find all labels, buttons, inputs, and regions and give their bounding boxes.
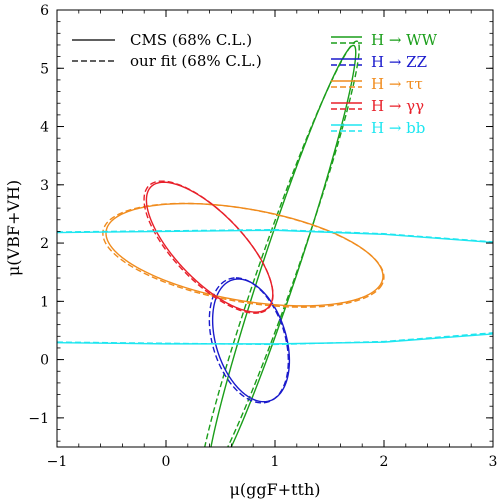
legend-label-h-zz: H → ZZ — [371, 53, 427, 71]
legend-label-h-ww: H → WW — [371, 31, 438, 49]
curve-h-cms — [105, 202, 384, 307]
x-axis-label: μ(ggF+tth) — [229, 480, 320, 499]
curve-h-zz-fit — [208, 277, 290, 404]
legend-label-h: H → ττ — [371, 75, 423, 93]
y-tick-label: 4 — [40, 120, 49, 136]
y-tick-label: 3 — [40, 178, 49, 194]
x-tick-label: 1 — [271, 454, 280, 470]
curve-h-bb-fit-lower — [57, 332, 493, 346]
x-tick-label: 0 — [162, 454, 171, 470]
y-tick-label: 6 — [40, 3, 49, 19]
legend-label-solid: CMS (68% C.L.) — [130, 31, 252, 49]
y-tick-label: −1 — [28, 411, 49, 427]
x-tick-label: −1 — [47, 454, 68, 470]
x-tick-label: 3 — [489, 454, 498, 470]
y-tick-label: 0 — [40, 353, 49, 369]
curve-h-ww-cms — [210, 44, 357, 447]
y-tick-label: 5 — [40, 61, 49, 77]
curve-h-fit — [143, 180, 274, 314]
axis-ticks: −1 0 1 2 3 −1 0 1 2 3 4 5 6 — [28, 3, 497, 470]
legend: CMS (68% C.L.) our fit (68% C.L.) H → WW H … — [72, 31, 438, 137]
legend-label-dashed: our fit (68% C.L.) — [130, 52, 262, 70]
y-tick-label: 1 — [40, 294, 49, 310]
curve-h-bb-fit-upper — [57, 228, 493, 243]
x-tick-label: 2 — [380, 454, 389, 470]
curve-h-zz-cms — [211, 278, 291, 403]
y-axis-label: μ(VBF+VH) — [4, 180, 23, 276]
curve-h-fit — [102, 202, 385, 308]
curve-h-ww-fit — [204, 40, 360, 447]
legend-label-h-bb: H → bb — [371, 119, 425, 137]
contour-curves — [57, 40, 493, 447]
legend-label-h: H → γγ — [371, 97, 424, 115]
y-tick-label: 2 — [40, 236, 49, 252]
